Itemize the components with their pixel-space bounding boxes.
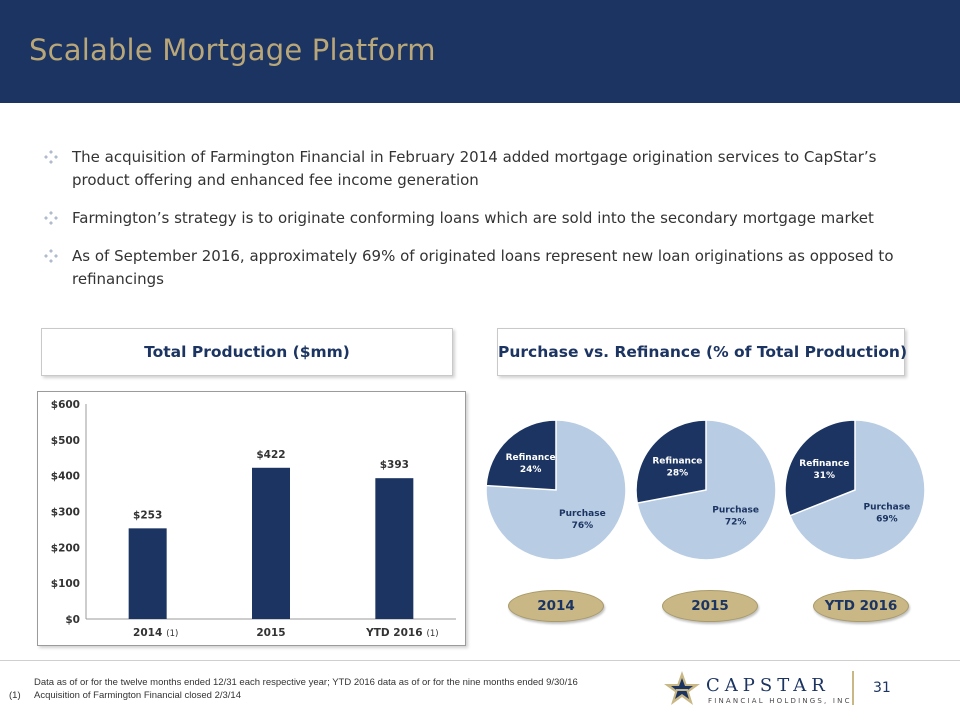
purchase-value: 69%	[876, 515, 898, 525]
purchase-label: Purchase	[559, 509, 606, 519]
diamond-bullet-icon	[44, 211, 58, 225]
purchase-value: 76%	[572, 521, 594, 531]
refinance-value: 24%	[520, 465, 542, 475]
bullet-text: As of September 2016, approximately 69% …	[72, 247, 894, 288]
logo-subtitle: FINANCIAL HOLDINGS, INC.	[708, 697, 857, 705]
pie-charts: Refinance 24% Purchase 76% Refinance 28% Purch…	[485, 419, 926, 561]
purchase-refinance-header: Purchase vs. Refinance (% of Total Produ…	[497, 328, 907, 376]
y-tick-label: $200	[51, 542, 80, 554]
y-tick-label: $300	[51, 507, 80, 519]
purchase-label: Purchase	[863, 503, 910, 513]
purchase-label: Purchase	[712, 506, 759, 516]
refinance-label: Refinance	[506, 453, 556, 463]
year-pill-2014: 2014	[508, 590, 604, 622]
y-tick-label: $0	[65, 614, 80, 626]
pie-chart: Refinance 24% Purchase 76%	[485, 419, 627, 561]
logo-divider	[852, 671, 854, 705]
pie-slice-refinance	[635, 419, 707, 504]
x-tick-footnote: (1)	[166, 629, 178, 639]
year-pill-ytd-2016: YTD 2016	[813, 590, 909, 622]
footnote-marker: (1)	[9, 690, 21, 701]
refinance-value: 28%	[667, 468, 689, 478]
bar-value-label: $393	[380, 459, 409, 471]
year-pill-2015: 2015	[662, 590, 758, 622]
bullet-text: Farmington’s strategy is to originate co…	[72, 209, 874, 227]
pie-chart: Refinance 28% Purchase 72%	[635, 419, 777, 561]
x-tick-label: 2014	[133, 627, 162, 639]
bullet-text: The acquisition of Farmington Financial …	[72, 148, 877, 189]
bar-value-label: $253	[133, 509, 162, 521]
bar	[375, 478, 414, 619]
refinance-value: 31%	[814, 471, 836, 481]
refinance-label: Refinance	[652, 456, 702, 466]
data-note: Data as of or for the twelve months ende…	[34, 677, 578, 688]
purchase-value: 72%	[725, 518, 747, 528]
diamond-bullet-icon	[44, 150, 58, 164]
pie-slice-refinance	[485, 419, 557, 491]
bar-value-label: $422	[256, 449, 285, 461]
page-number: 31	[873, 680, 891, 696]
bullet-item: As of September 2016, approximately 69% …	[44, 245, 924, 291]
logo-wordmark: CAPSTAR	[706, 675, 830, 696]
bullet-item: The acquisition of Farmington Financial …	[44, 146, 924, 192]
x-tick-label: YTD 2016	[365, 627, 422, 639]
diamond-bullet-icon	[44, 249, 58, 263]
footer-divider	[0, 660, 960, 661]
y-tick-label: $600	[51, 399, 80, 411]
bar	[252, 467, 290, 619]
pie-slice-refinance	[784, 419, 856, 517]
bar	[128, 528, 167, 619]
refinance-label: Refinance	[799, 459, 849, 469]
bullet-list: The acquisition of Farmington Financial …	[44, 146, 924, 291]
total-production-header: Total Production ($mm)	[41, 328, 453, 376]
page-title: Scalable Mortgage Platform	[29, 33, 436, 67]
y-tick-label: $400	[51, 471, 80, 483]
x-tick-footnote: (1)	[427, 629, 439, 639]
y-tick-label: $100	[51, 578, 80, 590]
bullet-item: Farmington’s strategy is to originate co…	[44, 207, 924, 230]
y-tick-label: $500	[51, 435, 80, 447]
pie-chart: Refinance 31% Purchase 69%	[784, 419, 926, 561]
x-tick-label: 2015	[256, 627, 285, 639]
bar-chart: $0 $100 $200 $300 $400 $500 $600 $253 2014 (1) $42…	[51, 399, 456, 639]
capstar-star-logo-icon	[664, 671, 700, 705]
header-banner: Scalable Mortgage Platform	[0, 0, 960, 103]
footnote-text: Acquisition of Farmington Financial clos…	[34, 690, 242, 701]
bar-chart-box: $0 $100 $200 $300 $400 $500 $600 $253 2014 (1) $42…	[37, 391, 466, 646]
